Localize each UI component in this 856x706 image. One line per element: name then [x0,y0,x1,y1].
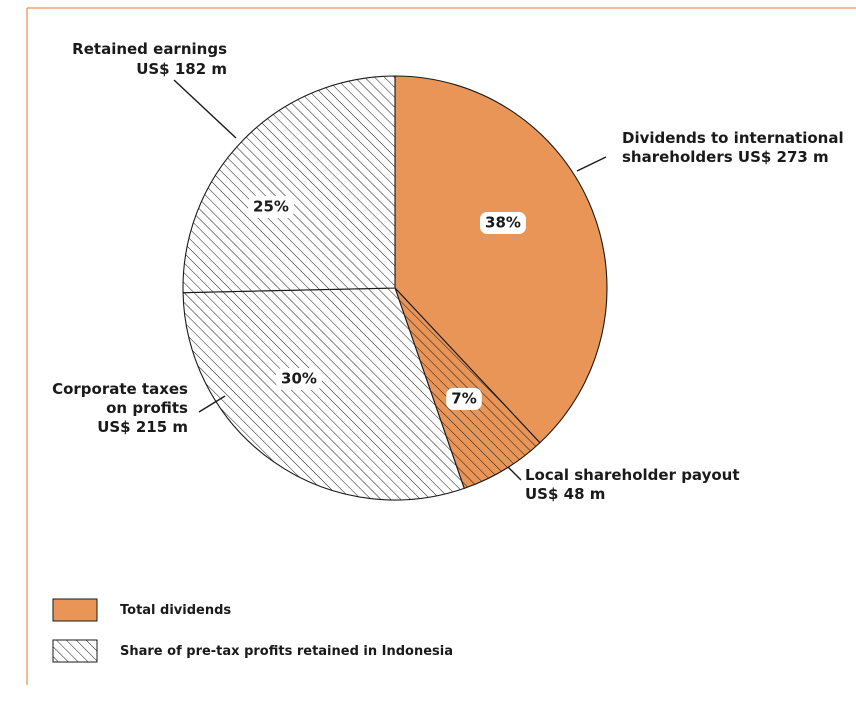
pct-label-tax: 30% [276,368,322,390]
chart-border [26,7,856,685]
svg-text:30%: 30% [281,370,317,388]
pie-slice-retained [182,75,396,294]
leader-line-tax [198,395,226,413]
pie-slice-tax [182,287,465,501]
legend: Total dividends Share of pre-tax profits … [52,598,453,663]
pct-label-retained: 25% [248,196,294,218]
legend-item-0: Total dividends [52,598,231,622]
svg-text:7%: 7% [451,390,476,408]
legend-item-1: Share of pre-tax profits retained in Ind… [52,639,453,663]
svg-text:38%: 38% [485,214,521,232]
leader-line-local [507,466,522,481]
legend-swatch-0 [52,598,98,622]
callout-label-tax: Corporate taxes on profits US$ 215 m [52,380,188,436]
callout-label-retained: Retained earnings US$ 182 m [72,40,227,78]
legend-label-1: Share of pre-tax profits retained in Ind… [120,644,453,659]
leader-line-retained [173,79,237,139]
pie-slice-intl [394,75,608,444]
pct-label-intl: 38% [480,212,526,234]
leader-line-intl [576,156,607,172]
legend-label-0: Total dividends [120,603,231,618]
svg-text:25%: 25% [253,198,289,216]
pct-label-local: 7% [446,388,482,410]
legend-swatch-1 [52,639,98,663]
callout-label-intl: Dividends to international shareholders U… [622,129,844,166]
callout-label-local: Local shareholder payout US$ 48 m [525,466,740,503]
